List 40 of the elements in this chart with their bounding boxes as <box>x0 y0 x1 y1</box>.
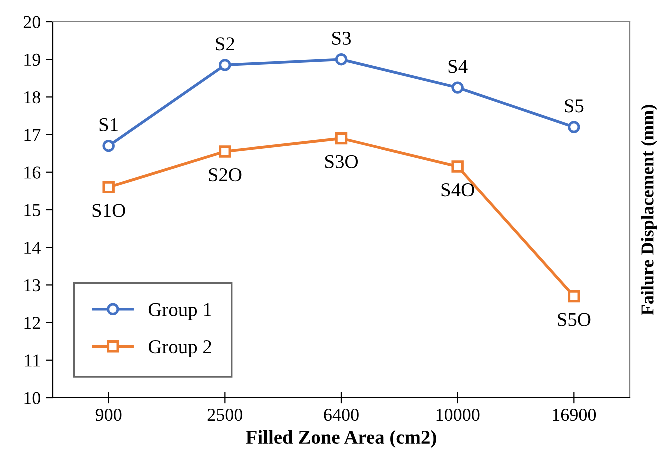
point <box>568 121 580 134</box>
point <box>568 290 580 303</box>
annotation: S5O <box>558 313 591 326</box>
y-tick-label: 18 <box>24 91 41 104</box>
y-tick-label: 11 <box>25 354 40 367</box>
legend-label: Group 2 <box>148 340 212 358</box>
x-tick-label: 900 <box>96 408 122 422</box>
annotation: S4O <box>442 184 474 197</box>
x-tick-label: 2500 <box>208 408 243 422</box>
y-tick-label: 13 <box>24 280 40 292</box>
x-tick-label: 6400 <box>324 408 359 422</box>
point <box>335 132 348 145</box>
point <box>102 140 115 152</box>
x-tick-label: 16900 <box>553 408 596 422</box>
y-axis-title: Failure Displacement (mm) <box>641 105 658 316</box>
y-tick-label: 12 <box>24 317 40 330</box>
y-tick-label: 16 <box>24 166 41 179</box>
annotation: S2O <box>209 168 242 182</box>
point <box>452 160 464 173</box>
point <box>335 53 348 66</box>
annotation: S3O <box>326 155 358 168</box>
annotation: S3 <box>332 32 352 46</box>
annotation: S1O <box>92 204 126 218</box>
y-tick-label: 14 <box>24 242 41 254</box>
y-tick-label: 20 <box>24 16 41 28</box>
point <box>102 181 115 194</box>
y-tick-label: 15 <box>24 204 40 216</box>
annotation: S1 <box>100 118 118 132</box>
y-tick-label: 17 <box>24 129 41 142</box>
x-axis-title: Filled Zone Area (cm2) <box>246 430 436 448</box>
legend-label: Group 1 <box>148 303 212 320</box>
annotation: S5 <box>565 100 584 113</box>
point <box>219 146 232 158</box>
annotation: S2 <box>216 38 234 51</box>
y-tick-label: 19 <box>24 54 40 66</box>
point <box>219 59 232 72</box>
point <box>452 82 464 94</box>
annotation: S4 <box>448 60 468 74</box>
y-tick-label: 10 <box>24 392 41 404</box>
x-tick-label: 10000 <box>436 408 480 422</box>
